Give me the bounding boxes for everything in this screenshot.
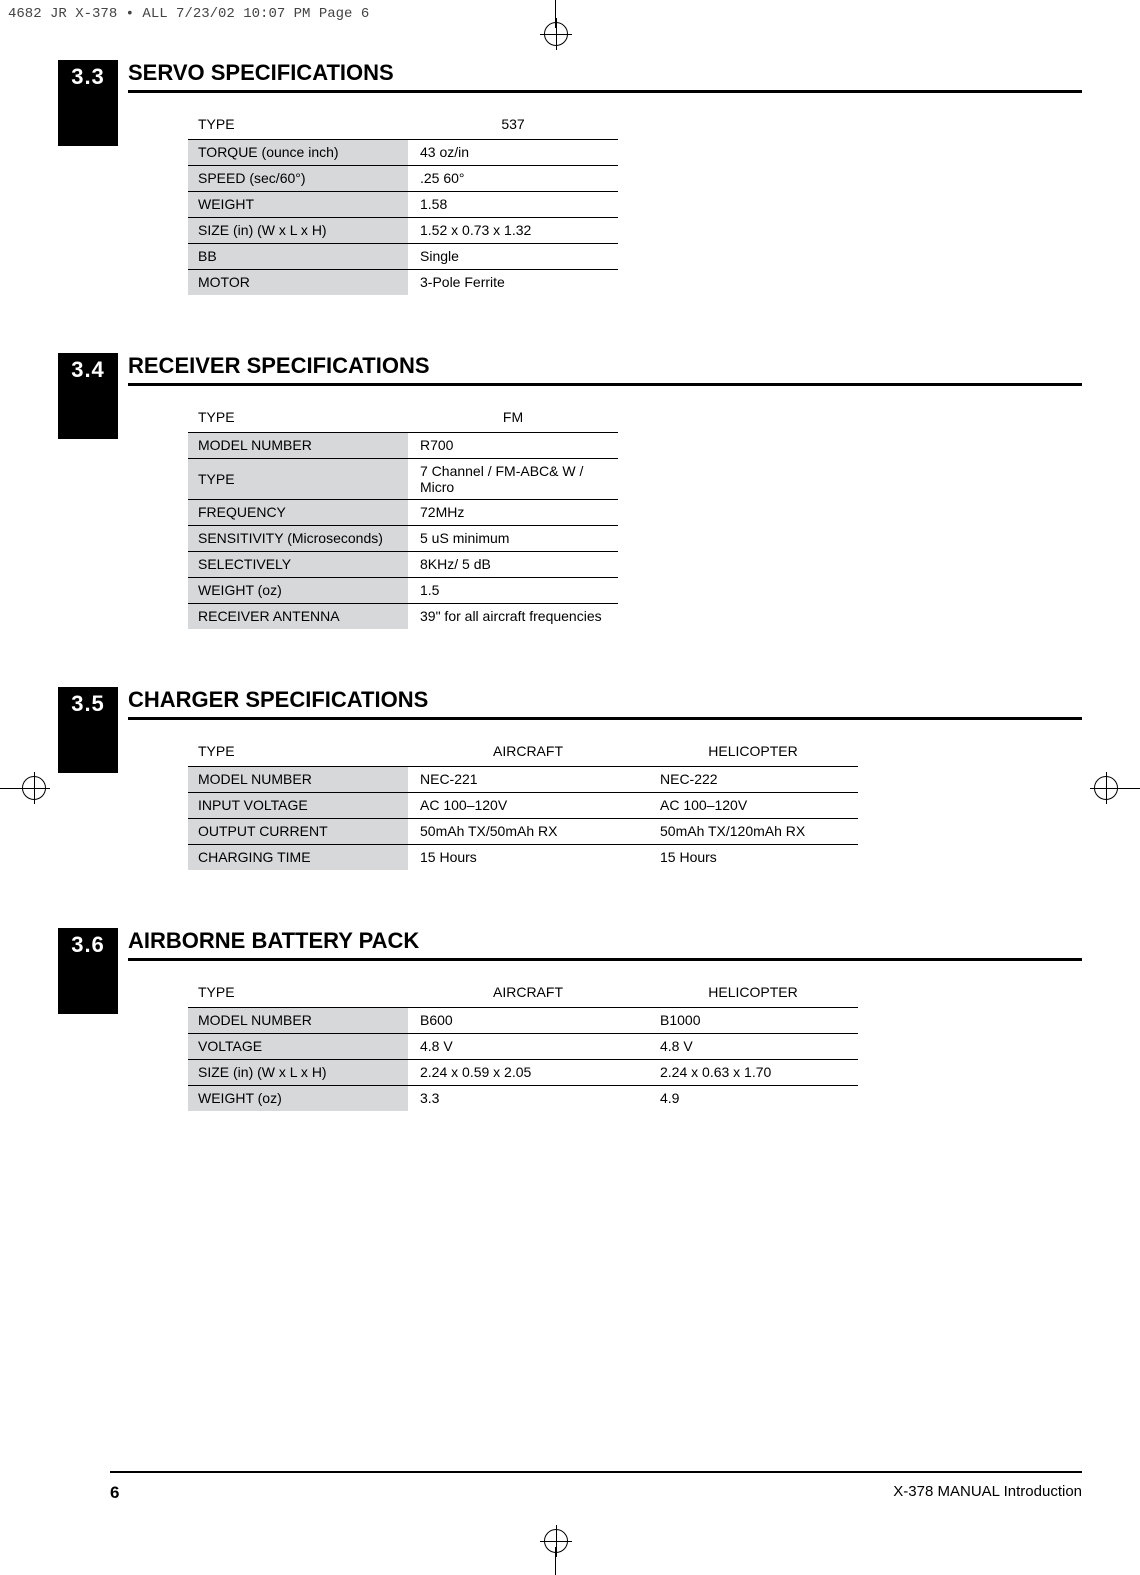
row-label: MODEL NUMBER [188,432,408,458]
row-label: RECEIVER ANTENNA [188,603,408,629]
row-value: 50mAh TX/120mAh RX [648,818,858,844]
section-number-badge: 3.4 [58,353,118,439]
row-label: INPUT VOLTAGE [188,792,408,818]
crop-mark [1090,788,1122,789]
row-label: MODEL NUMBER [188,1007,408,1033]
row-value: 2.24 x 0.63 x 1.70 [648,1059,858,1085]
receiver-spec-table: TYPE FM MODEL NUMBERR700 TYPE7 Channel /… [188,404,618,629]
section-number-badge: 3.5 [58,687,118,773]
row-value: 4.8 V [648,1033,858,1059]
row-value: .25 60° [408,165,618,191]
row-value: AC 100–120V [408,792,648,818]
section-number-badge: 3.3 [58,60,118,146]
row-value: B600 [408,1007,648,1033]
col-header: TYPE [188,404,408,432]
row-value: B1000 [648,1007,858,1033]
col-header: TYPE [188,111,408,139]
row-value: 4.8 V [408,1033,648,1059]
row-value: 72MHz [408,499,618,525]
row-value: 50mAh TX/50mAh RX [408,818,648,844]
row-label: SELECTIVELY [188,551,408,577]
servo-spec-table: TYPE 537 TORQUE (ounce inch)43 oz/in SPE… [188,111,618,295]
row-value: NEC-221 [408,766,648,792]
section-rule [128,717,1082,720]
page-footer: 6 X-378 MANUAL Introduction [110,1471,1082,1503]
row-label: MODEL NUMBER [188,766,408,792]
crop-mark [18,788,50,789]
row-label: MOTOR [188,269,408,295]
section-number-badge: 3.6 [58,928,118,1014]
col-header: FM [408,404,618,432]
col-header: HELICOPTER [648,979,858,1007]
col-header: HELICOPTER [648,738,858,766]
col-header: AIRCRAFT [408,979,648,1007]
row-value: 43 oz/in [408,139,618,165]
row-label: SENSITIVITY (Microseconds) [188,525,408,551]
row-label: TORQUE (ounce inch) [188,139,408,165]
row-value: 1.5 [408,577,618,603]
print-slug: 4682 JR X-378 • ALL 7/23/02 10:07 PM Pag… [8,6,369,22]
row-value: 39" for all aircraft frequencies [408,603,618,629]
row-label: SPEED (sec/60°) [188,165,408,191]
row-label: BB [188,243,408,269]
page-number: 6 [110,1483,119,1503]
section-title: AIRBORNE BATTERY PACK [128,928,1082,954]
section-airborne-battery: 3.6 AIRBORNE BATTERY PACK TYPE AIRCRAFT … [58,928,1082,1111]
row-label: SIZE (in) (W x L x H) [188,217,408,243]
row-label: VOLTAGE [188,1033,408,1059]
footer-right-text: X-378 MANUAL Introduction [893,1483,1082,1503]
row-value: 1.52 x 0.73 x 1.32 [408,217,618,243]
row-value: 15 Hours [408,844,648,870]
row-label: WEIGHT [188,191,408,217]
footer-rule [110,1471,1082,1473]
col-header: TYPE [188,979,408,1007]
section-receiver-specs: 3.4 RECEIVER SPECIFICATIONS TYPE FM MODE… [58,353,1082,629]
row-value: 1.58 [408,191,618,217]
row-value: 2.24 x 0.59 x 2.05 [408,1059,648,1085]
row-value: 5 uS minimum [408,525,618,551]
row-value: 4.9 [648,1085,858,1111]
section-rule [128,383,1082,386]
row-value: AC 100–120V [648,792,858,818]
crop-mark [540,34,572,35]
content-area: 3.3 SERVO SPECIFICATIONS TYPE 537 TORQUE… [58,60,1082,1169]
row-label: WEIGHT (oz) [188,1085,408,1111]
section-title: CHARGER SPECIFICATIONS [128,687,1082,713]
section-servo-specs: 3.3 SERVO SPECIFICATIONS TYPE 537 TORQUE… [58,60,1082,295]
row-value: R700 [408,432,618,458]
battery-spec-table: TYPE AIRCRAFT HELICOPTER MODEL NUMBERB60… [188,979,858,1111]
row-label: WEIGHT (oz) [188,577,408,603]
col-header: AIRCRAFT [408,738,648,766]
row-value: 7 Channel / FM-ABC& W / Micro [408,458,618,499]
col-header: TYPE [188,738,408,766]
row-value: 3.3 [408,1085,648,1111]
row-label: OUTPUT CURRENT [188,818,408,844]
row-label: TYPE [188,458,408,499]
row-value: Single [408,243,618,269]
crop-mark [540,1541,572,1542]
row-value: 8KHz/ 5 dB [408,551,618,577]
row-value: 15 Hours [648,844,858,870]
row-label: FREQUENCY [188,499,408,525]
section-rule [128,90,1082,93]
section-title: RECEIVER SPECIFICATIONS [128,353,1082,379]
charger-spec-table: TYPE AIRCRAFT HELICOPTER MODEL NUMBERNEC… [188,738,858,870]
row-value: NEC-222 [648,766,858,792]
col-header: 537 [408,111,618,139]
row-value: 3-Pole Ferrite [408,269,618,295]
section-rule [128,958,1082,961]
section-charger-specs: 3.5 CHARGER SPECIFICATIONS TYPE AIRCRAFT… [58,687,1082,870]
row-label: CHARGING TIME [188,844,408,870]
section-title: SERVO SPECIFICATIONS [128,60,1082,86]
row-label: SIZE (in) (W x L x H) [188,1059,408,1085]
